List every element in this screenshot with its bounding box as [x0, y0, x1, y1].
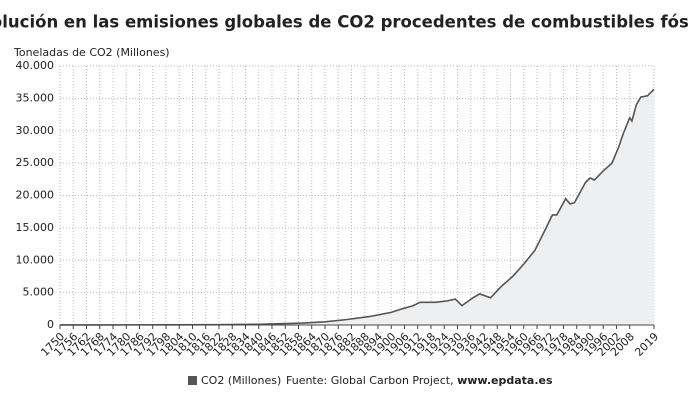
y-tick-label: 20.000: [16, 189, 55, 202]
source-site: www.epdata.es: [457, 374, 553, 387]
source: Fuente: Global Carbon Project, www.epdat…: [286, 374, 553, 387]
source-text: Fuente: Global Carbon Project,: [286, 374, 454, 387]
y-tick-label: 30.000: [16, 124, 55, 137]
line: [60, 88, 655, 326]
y-axis-label: Toneladas de CO2 (Millones): [13, 46, 170, 59]
y-tick-label: 40.000: [16, 59, 55, 72]
y-tick-label: 25.000: [16, 156, 55, 169]
legend-swatch: [188, 376, 197, 385]
legend-label: CO2 (Millones): [201, 374, 281, 387]
y-tick-label: 15.000: [16, 221, 55, 234]
area: [60, 89, 654, 325]
y-tick-label: 0: [47, 318, 54, 331]
x-tick-label: 2019: [632, 330, 661, 359]
y-tick-label: 5.000: [23, 286, 55, 299]
y-tick-label: 10.000: [16, 253, 55, 266]
y-tick-label: 35.000: [16, 91, 55, 104]
chart-title: Evolución en las emisiones globales de C…: [0, 13, 690, 32]
